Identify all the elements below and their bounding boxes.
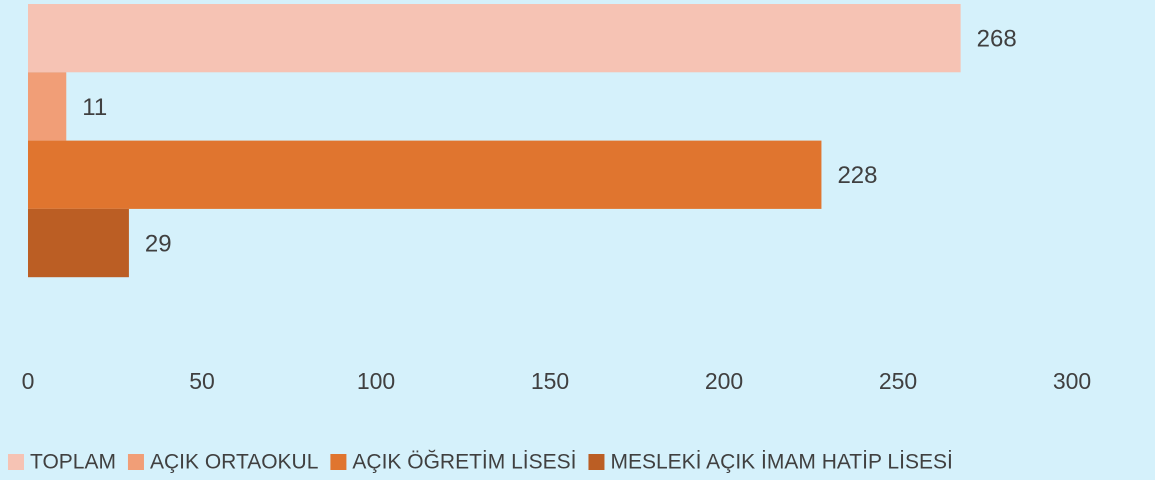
value-label: 228 bbox=[837, 162, 877, 189]
value-label: 11 bbox=[82, 94, 107, 121]
legend-label: TOPLAM bbox=[30, 451, 116, 474]
value-label: 29 bbox=[145, 230, 172, 257]
legend-swatch bbox=[8, 454, 24, 470]
legend-swatch bbox=[127, 454, 144, 470]
x-tick-label: 0 bbox=[22, 368, 35, 394]
legend-label: AÇIK ORTAOKUL bbox=[150, 451, 318, 474]
x-tick-label: 50 bbox=[189, 368, 215, 394]
x-tick-label: 250 bbox=[879, 368, 917, 394]
legend-label: AÇIK ÖĞRETİM LİSESİ bbox=[352, 451, 576, 474]
value-label: 268 bbox=[977, 25, 1017, 52]
bar bbox=[28, 72, 67, 141]
legend-label: MESLEKİ AÇIK İMAM HATİP LİSESİ bbox=[610, 451, 952, 474]
bar bbox=[28, 208, 129, 278]
x-tick-label: 200 bbox=[705, 368, 743, 394]
legend-swatch bbox=[330, 454, 347, 470]
legend-swatch bbox=[588, 454, 605, 470]
x-tick-label: 150 bbox=[531, 368, 569, 394]
bar bbox=[28, 140, 822, 209]
bar bbox=[28, 4, 961, 73]
x-tick-label: 100 bbox=[357, 368, 395, 394]
x-tick-label: 300 bbox=[1053, 368, 1091, 394]
